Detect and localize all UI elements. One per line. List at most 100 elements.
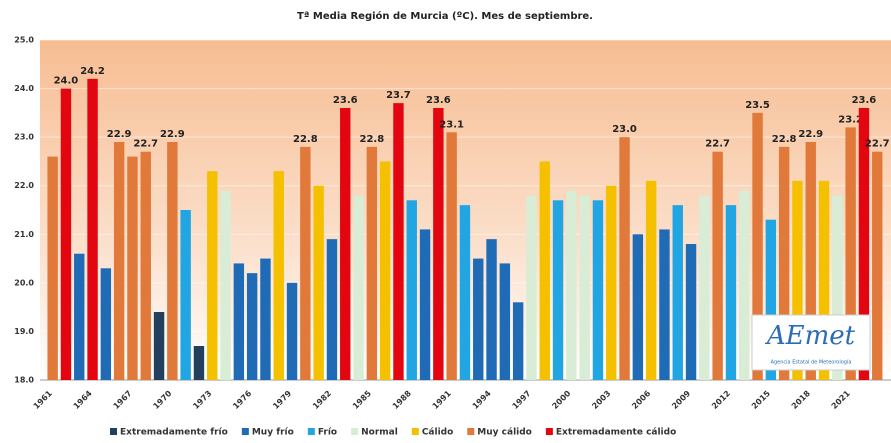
bar: [486, 239, 497, 380]
y-tick-label: 25.0: [14, 36, 34, 45]
value-label: 22.7: [705, 139, 730, 150]
legend-label: Cálido: [422, 428, 453, 438]
bar: [193, 346, 205, 380]
bar: [340, 108, 351, 380]
value-label: 23.6: [852, 95, 877, 106]
y-tick-label: 20.0: [14, 278, 34, 287]
y-tick-label: 22.0: [14, 181, 34, 190]
bar: [233, 263, 245, 380]
bar: [180, 210, 191, 380]
x-tick-label: 1961: [32, 389, 54, 411]
bar: [872, 151, 883, 380]
value-label: 22.9: [160, 129, 185, 140]
logo-box: [751, 314, 871, 371]
legend-label: Muy frío: [252, 428, 294, 438]
x-tick-label: 1973: [191, 389, 213, 411]
bar: [632, 234, 644, 380]
x-tick-label: 1976: [231, 389, 253, 411]
x-tick-label: 1994: [471, 389, 493, 411]
bar: [645, 180, 657, 380]
bar: [366, 146, 378, 380]
x-tick-label: 1985: [351, 389, 373, 411]
x-tick-label: 1970: [151, 389, 173, 411]
bar: [552, 200, 564, 380]
bar: [47, 156, 58, 380]
x-tick-label: 2021: [830, 389, 852, 411]
bar: [858, 108, 870, 380]
legend-swatch: [241, 428, 249, 435]
y-tick-label: 18.0: [14, 376, 34, 385]
legend-swatch: [307, 428, 315, 435]
bar: [539, 161, 550, 380]
x-tick-label: 2015: [750, 389, 772, 411]
value-label: 23.6: [333, 95, 358, 106]
bar: [300, 146, 311, 380]
bar: [685, 244, 697, 380]
bar: [313, 185, 324, 380]
x-tick-label: 1997: [511, 389, 533, 411]
x-tick-label: 2003: [590, 389, 612, 411]
bar: [526, 195, 537, 380]
x-tick-label: 2018: [790, 389, 812, 411]
chart-title: Tª Media Región de Murcia (ºC). Mes de s…: [297, 10, 593, 22]
bar: [606, 185, 617, 380]
value-label: 22.7: [865, 139, 890, 150]
legend-label: Normal: [361, 428, 398, 438]
bar: [326, 239, 338, 380]
bar: [167, 142, 178, 380]
x-tick-label: 2012: [710, 389, 732, 411]
value-label: 22.9: [107, 129, 132, 140]
bar: [592, 200, 604, 380]
value-label: 23.1: [439, 119, 464, 130]
logo-caption: Agencia Estatal de Meteorología: [771, 359, 852, 366]
legend-swatch: [467, 428, 475, 435]
value-label: 22.9: [798, 129, 823, 140]
bar: [60, 88, 72, 381]
bar: [512, 302, 524, 380]
bar: [619, 137, 630, 380]
bar: [473, 258, 484, 380]
logo: AEmet Agencia Estatal de Meteorología: [751, 314, 871, 371]
bar: [499, 263, 511, 380]
bar: [100, 268, 112, 380]
y-tick-label: 19.0: [14, 327, 34, 336]
bar: [446, 132, 457, 380]
bar: [353, 195, 364, 380]
x-tick-label: 1967: [112, 389, 134, 411]
bar: [659, 229, 670, 380]
bar: [566, 190, 577, 380]
y-tick-label: 24.0: [14, 84, 34, 93]
bar: [805, 142, 816, 380]
value-label: 24.0: [54, 76, 79, 87]
legend-label: Extremadamente frío: [120, 428, 228, 438]
legend-label: Muy cálido: [477, 428, 532, 438]
value-label: 22.8: [293, 134, 318, 145]
legend-label: Frío: [318, 428, 337, 438]
bar: [140, 151, 151, 380]
bar: [273, 171, 284, 380]
value-label: 22.7: [133, 139, 158, 150]
bar: [699, 195, 710, 380]
bar: [393, 103, 404, 381]
bar: [220, 190, 231, 380]
bar: [818, 180, 830, 380]
bar: [739, 190, 750, 380]
value-label: 24.2: [80, 66, 105, 77]
x-tick-label: 1991: [431, 389, 453, 411]
bar: [127, 156, 138, 380]
bar: [419, 229, 431, 380]
bar: [725, 205, 737, 380]
bar: [379, 161, 391, 380]
bar: [286, 282, 298, 380]
bar: [752, 112, 763, 380]
bar: [433, 108, 444, 380]
bar: [406, 200, 417, 380]
logo-text: AEmet: [765, 321, 856, 351]
y-tick-label: 23.0: [14, 133, 34, 142]
x-tick-label: 2006: [630, 389, 652, 411]
bar: [207, 171, 218, 380]
x-tick-label: 2009: [670, 389, 692, 411]
bar: [579, 195, 590, 380]
value-label: 23.7: [386, 90, 411, 101]
